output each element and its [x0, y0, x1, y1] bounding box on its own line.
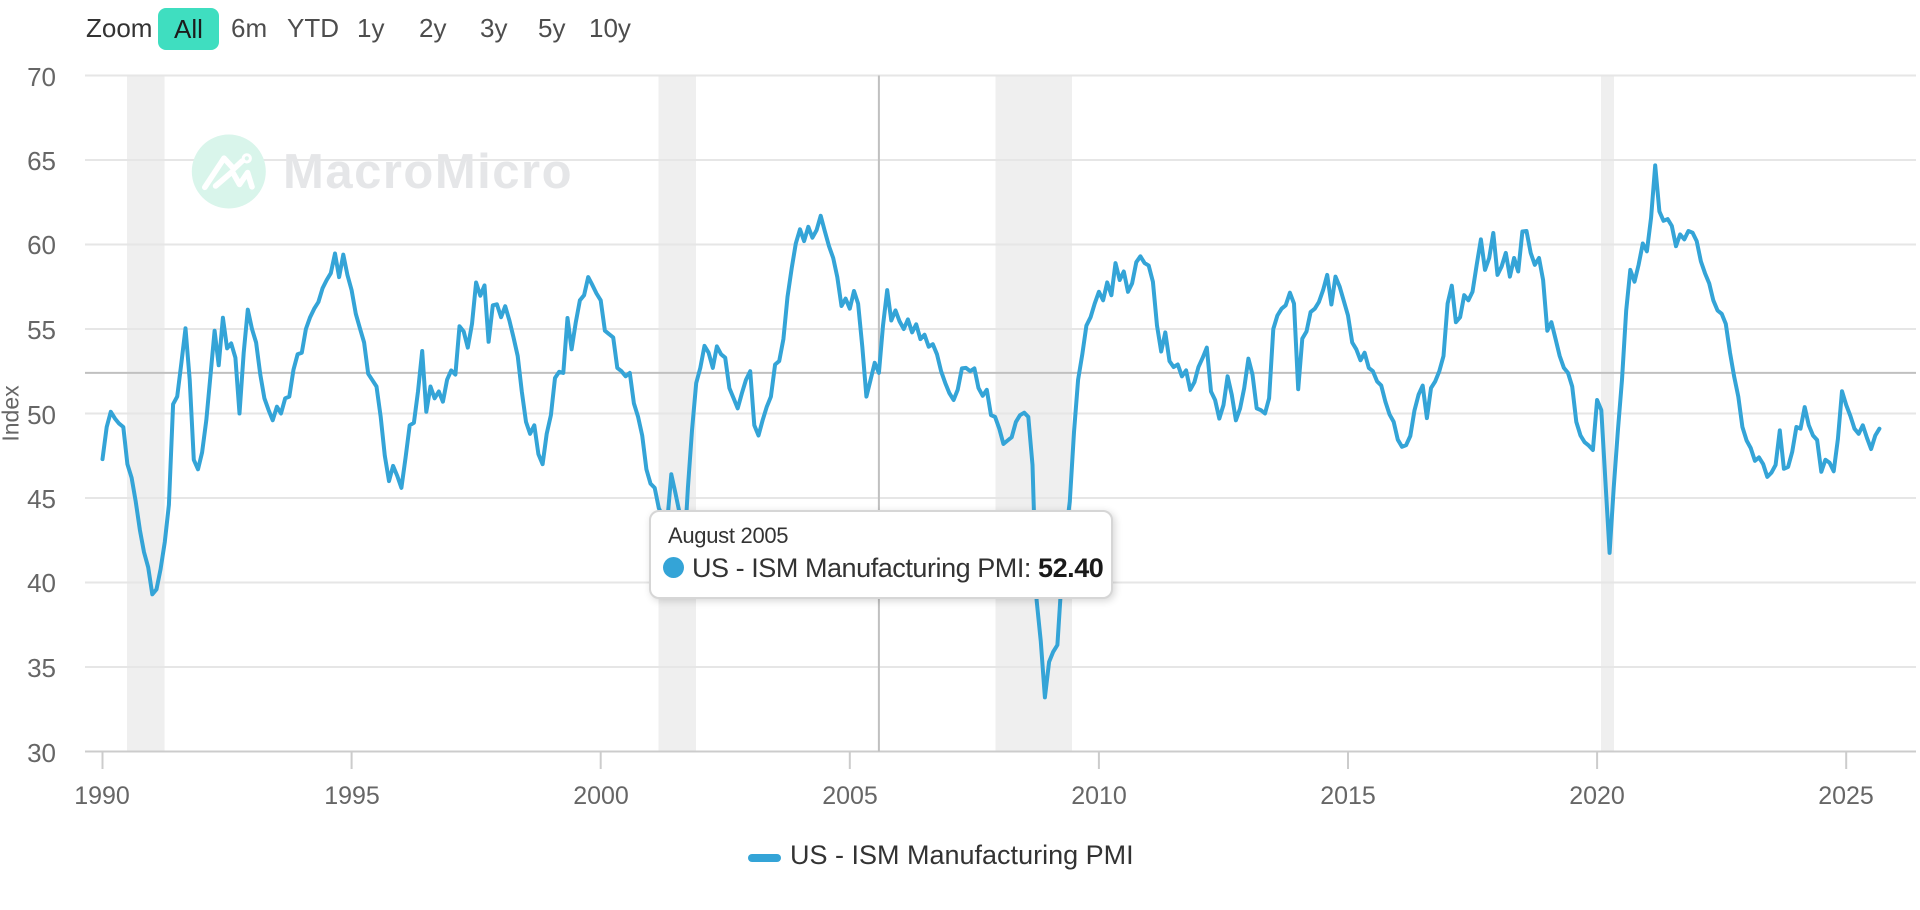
svg-text:MacroMicro: MacroMicro	[283, 145, 573, 199]
